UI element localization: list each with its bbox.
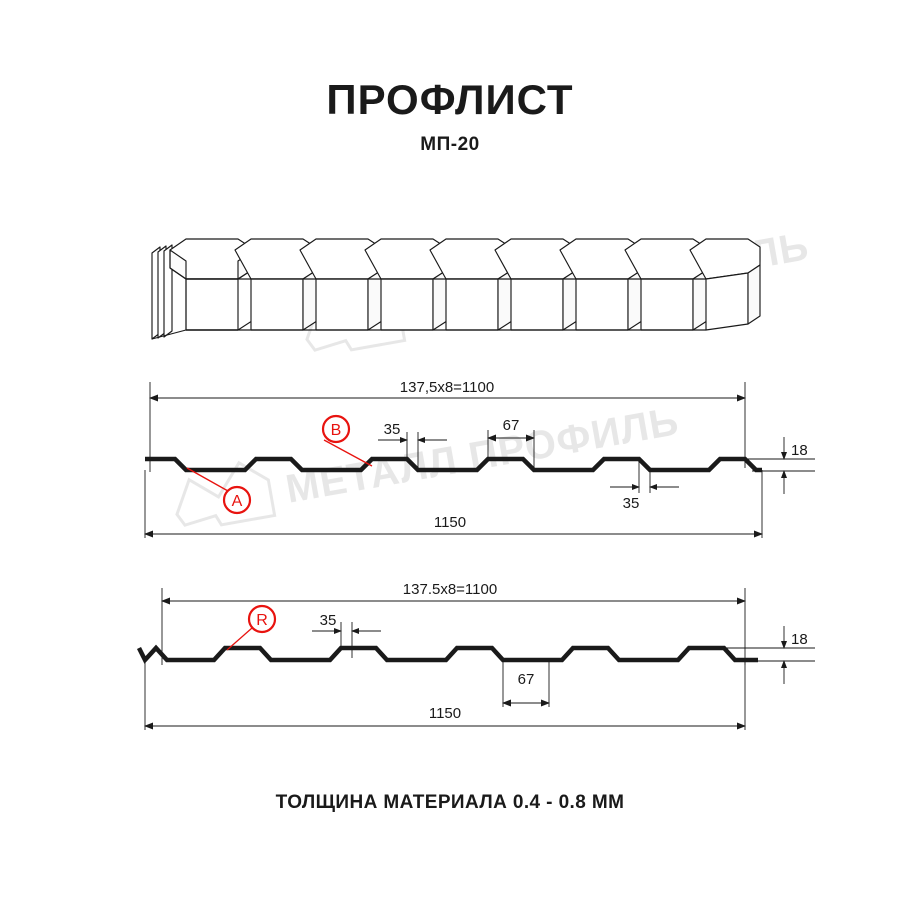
dim-top-pitch: 137,5x8=1100 (400, 379, 494, 396)
marker-r-label: R (256, 612, 268, 629)
dim-bottom-height-18: 18 (791, 631, 808, 648)
page-title: ПРОФЛИСТ (326, 76, 574, 123)
dim-top-height-18: 18 (791, 442, 808, 459)
marker-b: B (321, 414, 373, 467)
dim-top-rib-35-lower: 35 (623, 495, 640, 512)
marker-a: A (186, 467, 252, 515)
marker-b-label: B (331, 422, 342, 439)
dim-bottom-pitch: 137.5x8=1100 (403, 581, 497, 598)
model-subtitle: МП-20 (420, 134, 480, 156)
material-thickness-note: ТОЛЩИНА МАТЕРИАЛА 0.4 - 0.8 ММ (275, 792, 625, 813)
marker-a-label: A (232, 493, 243, 510)
title-block: ПРОФЛИСТ МП-20 (0, 76, 900, 156)
dim-bottom-rib-35: 35 (320, 612, 337, 629)
isometric-view (151, 238, 761, 340)
marker-r: R (226, 604, 277, 651)
dim-top-valley-67: 67 (503, 417, 520, 434)
dim-bottom-overall-1150: 1150 (429, 705, 461, 722)
profile-line-top (145, 456, 762, 473)
section-top: 137,5x8=1100 35 67 35 18 (144, 379, 815, 538)
section-bottom: 137.5x8=1100 35 67 18 1150 (136, 581, 815, 730)
profile-line-bottom (136, 644, 758, 664)
dim-bottom-valley-67: 67 (518, 671, 535, 688)
dim-top-overall-1150: 1150 (434, 514, 466, 531)
dim-top-rib-35: 35 (384, 421, 401, 438)
